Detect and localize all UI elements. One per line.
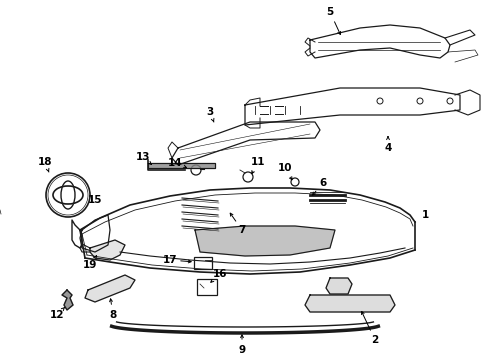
Text: 5: 5: [326, 7, 334, 17]
Circle shape: [243, 172, 253, 182]
Text: 4: 4: [384, 143, 392, 153]
Text: 6: 6: [319, 178, 327, 188]
Polygon shape: [326, 278, 352, 294]
Circle shape: [291, 178, 299, 186]
Polygon shape: [90, 240, 125, 260]
Text: 17: 17: [163, 255, 177, 265]
Text: 12: 12: [50, 310, 64, 320]
Text: 1: 1: [421, 210, 429, 220]
Text: 8: 8: [109, 310, 117, 320]
Polygon shape: [148, 163, 215, 168]
Circle shape: [191, 165, 201, 175]
Circle shape: [377, 98, 383, 104]
FancyBboxPatch shape: [197, 279, 217, 295]
Polygon shape: [305, 295, 395, 312]
Circle shape: [447, 98, 453, 104]
Polygon shape: [195, 226, 335, 256]
Text: 15: 15: [88, 195, 102, 205]
Text: 13: 13: [136, 152, 150, 162]
Polygon shape: [62, 290, 73, 310]
Circle shape: [46, 173, 90, 217]
Text: 11: 11: [251, 157, 265, 167]
Text: 3: 3: [206, 107, 214, 117]
Text: 9: 9: [239, 345, 245, 355]
Polygon shape: [85, 275, 135, 302]
Text: 7: 7: [238, 225, 245, 235]
Text: 19: 19: [83, 260, 97, 270]
FancyBboxPatch shape: [194, 257, 212, 269]
Text: 14: 14: [168, 158, 182, 168]
Text: 16: 16: [213, 269, 227, 279]
Text: 18: 18: [38, 157, 52, 167]
Text: 10: 10: [278, 163, 292, 173]
Text: 2: 2: [371, 335, 379, 345]
Circle shape: [417, 98, 423, 104]
